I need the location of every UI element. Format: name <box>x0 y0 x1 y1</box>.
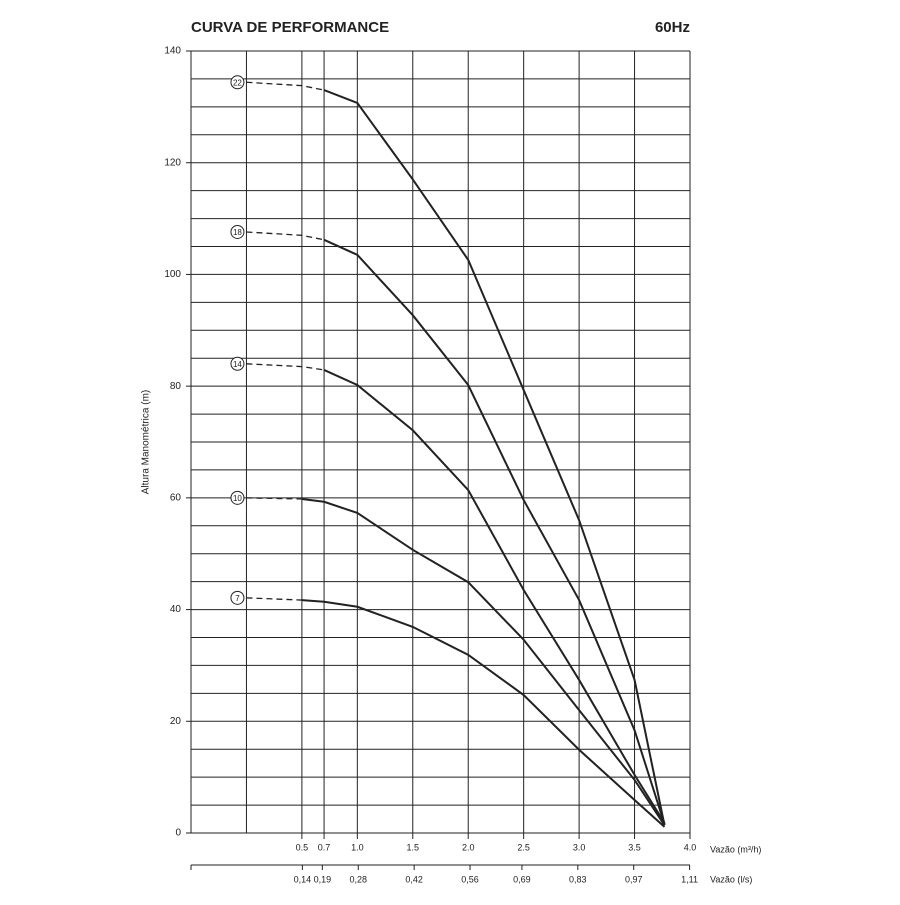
curve <box>301 599 666 828</box>
y-tick-label: 100 <box>164 269 181 280</box>
chart-subtitle: 60Hz <box>655 19 690 36</box>
curve <box>301 497 666 826</box>
curve <box>323 369 666 824</box>
x-tick-label: 1.5 <box>407 842 420 852</box>
y-tick-label: 140 <box>164 46 181 57</box>
chart-title: CURVA DE PERFORMANCE <box>191 19 389 36</box>
y-tick-label: 40 <box>170 604 182 615</box>
y-tick-label: 80 <box>170 381 182 392</box>
x-axis-label: Vazão (m³/h) <box>710 844 761 854</box>
curve <box>323 89 666 826</box>
x2-tick-label: 0,97 <box>625 874 643 884</box>
x2-tick-label: 0,19 <box>314 874 332 884</box>
y-tick-label: 120 <box>164 157 181 168</box>
series-label-circle <box>230 224 245 239</box>
x2-axis-label: Vazão (l/s) <box>710 874 752 884</box>
series-label: 14 <box>233 360 242 369</box>
series-label-circle <box>230 75 245 90</box>
curve <box>323 238 666 825</box>
x-tick-label: 4.0 <box>684 842 697 852</box>
x2-tick-label: 1,11 <box>681 874 698 884</box>
curve-dashed <box>246 81 325 91</box>
x2-tick-label: 0,83 <box>569 874 587 884</box>
y-tick-label: 0 <box>175 828 181 839</box>
series-label: 7 <box>235 594 240 603</box>
x-tick-label: 0.7 <box>318 842 331 852</box>
x2-tick-label: 0,28 <box>349 874 367 884</box>
series-label: 10 <box>233 494 242 503</box>
curve-dashed <box>246 363 325 371</box>
series-label: 18 <box>233 228 242 237</box>
x2-tick-label: 0,69 <box>513 874 531 884</box>
series-label-circle <box>230 490 245 505</box>
x2-tick-label: 0,14 <box>294 874 312 884</box>
y-axis-label: Altura Manométrica (m) <box>141 390 152 494</box>
curve-dashed <box>246 231 325 241</box>
series-label: 22 <box>233 78 242 87</box>
x-tick-label: 2.0 <box>462 842 475 852</box>
y-tick-label: 60 <box>170 492 182 503</box>
curve-dashed <box>246 597 302 601</box>
x2-tick-label: 0,56 <box>461 874 479 884</box>
series-label-circle <box>230 590 245 605</box>
x2-tick-label: 0,42 <box>405 874 423 884</box>
x-tick-label: 1.0 <box>351 842 364 852</box>
x-tick-label: 0.5 <box>296 842 309 852</box>
series-label-circle <box>230 356 245 371</box>
x-tick-label: 2.5 <box>517 842 530 852</box>
x-tick-label: 3.0 <box>573 842 586 852</box>
x-tick-label: 3.5 <box>628 842 641 852</box>
y-tick-label: 20 <box>170 716 182 727</box>
